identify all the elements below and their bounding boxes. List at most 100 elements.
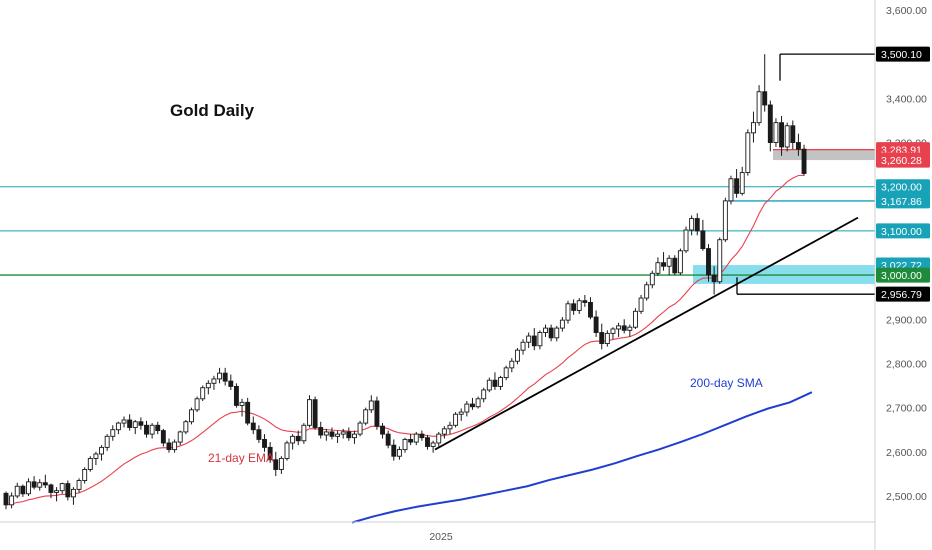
candle [172, 439, 178, 453]
candle-body [655, 262, 661, 274]
candle-body [604, 332, 610, 345]
candle [543, 324, 548, 337]
candle [110, 425, 116, 441]
price-tag-box [876, 193, 930, 209]
candle [604, 330, 610, 347]
candle-body [93, 453, 99, 459]
chart-title: Gold Daily [170, 101, 255, 120]
candle [767, 100, 773, 152]
candle-body [784, 125, 790, 148]
trendline-layer [434, 216, 859, 451]
candle-body [458, 411, 464, 415]
candle [14, 482, 20, 499]
candle [402, 437, 408, 453]
candle [31, 476, 37, 490]
candle [739, 166, 745, 196]
candle-body [565, 303, 571, 321]
candle [48, 483, 54, 499]
candle [588, 297, 593, 320]
candle-body [340, 431, 346, 435]
candle [177, 430, 183, 446]
candle-body [290, 435, 296, 444]
candle [93, 451, 99, 466]
candle-body [323, 431, 329, 436]
candle [779, 116, 785, 156]
candle [59, 482, 65, 494]
candle [200, 385, 206, 401]
candle-body [779, 122, 785, 148]
candle-body [132, 421, 138, 428]
candle-body [492, 379, 498, 387]
price-tag-label: 3,100.00 [881, 226, 922, 238]
candle [127, 414, 133, 431]
candle [65, 480, 71, 501]
candle [661, 252, 666, 271]
candle [571, 299, 577, 315]
candle [498, 375, 504, 390]
candle [475, 396, 481, 409]
candle-body [155, 424, 161, 432]
annotations-layer: Gold Daily 21-day EMA 200-day SMA [170, 101, 763, 465]
sma-layer [351, 391, 813, 524]
candle-body [76, 480, 82, 490]
candle [683, 226, 689, 253]
candle [728, 175, 734, 205]
candle [149, 423, 155, 439]
candle [425, 435, 430, 450]
candle-body [228, 380, 234, 387]
candle [54, 487, 60, 502]
candle-body [801, 148, 807, 174]
ema-layer [5, 174, 805, 506]
y-tick-label: 2,600.00 [886, 447, 927, 459]
candle-body [689, 218, 695, 231]
candle [3, 491, 9, 510]
candle-body [31, 481, 37, 488]
price-tag: 3,167.86 [876, 193, 930, 209]
candle-body [183, 421, 189, 433]
candle-body [37, 482, 43, 488]
candle-body [582, 300, 588, 303]
candle [514, 347, 520, 365]
candle-body [790, 125, 796, 143]
candle [318, 421, 324, 439]
candle [284, 440, 290, 461]
candle-body [256, 429, 262, 440]
candle [104, 434, 110, 451]
candles-layer [3, 54, 807, 510]
candle-body [599, 332, 605, 345]
candle [82, 467, 88, 484]
candle [554, 325, 560, 342]
candle [211, 375, 217, 390]
candle-body [26, 481, 31, 495]
price-tag: 3,500.10 [876, 46, 930, 62]
candle-body [48, 484, 54, 493]
candle-body [144, 424, 149, 435]
candle [464, 400, 470, 417]
candle-body [104, 435, 110, 448]
candle [335, 430, 341, 443]
price-tag-box [876, 267, 930, 283]
candle [132, 419, 138, 435]
candle [531, 328, 537, 351]
candle [470, 397, 475, 410]
candle [413, 431, 419, 446]
candle-body [3, 492, 9, 506]
candle [520, 339, 526, 355]
candle-body [419, 433, 425, 439]
candle [548, 324, 554, 342]
candle [233, 383, 239, 408]
candle [632, 308, 638, 329]
price-tag-label: 3,500.10 [881, 49, 922, 61]
candle-body [470, 403, 475, 408]
candle [627, 324, 633, 337]
candle [503, 365, 509, 381]
candle-body [200, 387, 206, 400]
candle [194, 396, 200, 413]
price-tag-label: 3,200.00 [881, 182, 922, 194]
candle [492, 372, 498, 390]
candle [751, 111, 756, 143]
candle [481, 387, 487, 403]
candle [99, 445, 104, 461]
candle-body [172, 441, 178, 451]
